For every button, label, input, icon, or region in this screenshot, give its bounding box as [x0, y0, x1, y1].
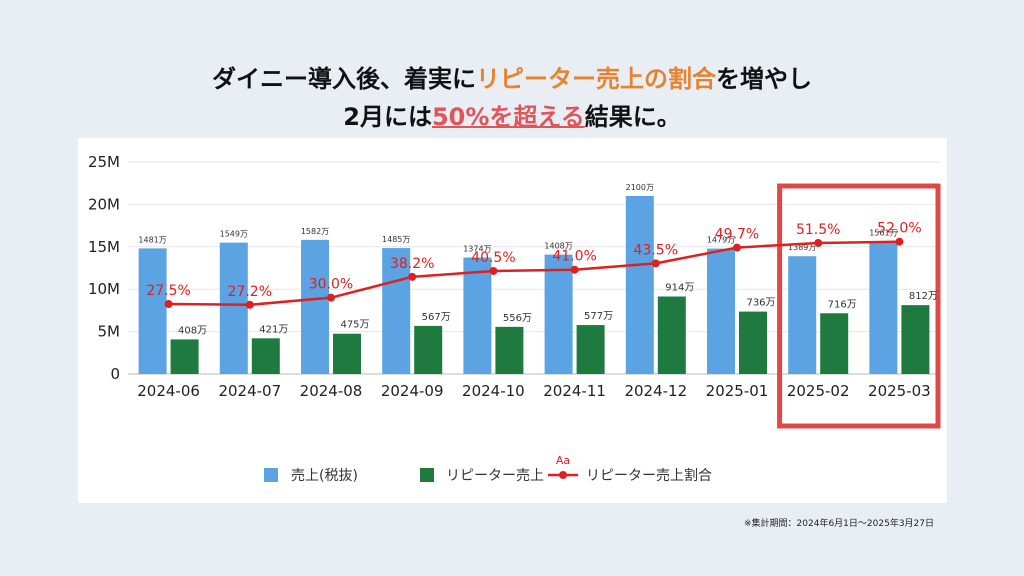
x-tick-label: 2025-02: [787, 382, 850, 400]
x-tick-label: 2024-08: [300, 382, 363, 400]
ratio-point: [570, 265, 579, 274]
x-tick-label: 2024-06: [137, 382, 200, 400]
bar-repeat-sales: [576, 325, 605, 374]
repeat-sales-data-label: 556万: [503, 313, 532, 324]
y-tick-label: 25M: [88, 153, 120, 171]
ratio-point: [814, 238, 823, 247]
bar-sales: [382, 248, 411, 374]
bar-sales: [788, 256, 817, 374]
headline-text: を増やし: [716, 65, 812, 93]
sales-data-label: 1374万: [463, 244, 491, 253]
highlight-box: [777, 183, 941, 429]
x-tick-label: 2024-10: [462, 382, 525, 400]
repeat-sales-data-label: 812万: [909, 291, 938, 302]
headline-highlight: リピーター売上の割合: [476, 65, 716, 93]
bar-sales: [463, 257, 492, 374]
sales-data-label: 1582万: [301, 227, 329, 236]
ratio-data-label: 49.7%: [715, 227, 759, 243]
headline-text: ダイニー導入後、着実に: [212, 65, 476, 93]
y-tick-label: 0: [110, 365, 120, 383]
sales-data-label: 1389万: [788, 243, 816, 252]
bar-repeat-sales: [414, 325, 443, 374]
x-tick-label: 2025-03: [868, 382, 931, 400]
ratio-point: [164, 300, 173, 309]
legend-label-ratio: リピーター売上割合: [586, 467, 712, 484]
bar-sales: [219, 242, 248, 374]
legend-swatch-ratio-point: [559, 471, 567, 479]
ratio-data-label: 38.2%: [390, 256, 434, 272]
sales-data-label: 1561万: [869, 229, 897, 238]
repeat-sales-data-label: 914万: [665, 282, 694, 293]
headline-line-2: 2月には50%を超える結果に。: [0, 98, 1024, 136]
repeat-sales-data-label: 716万: [828, 299, 857, 310]
legend-label-sales: 売上(税抜): [291, 468, 358, 484]
ratio-data-label: 30.0%: [309, 277, 353, 293]
repeat-sales-data-label: 567万: [422, 312, 451, 323]
repeat-sales-data-label: 736万: [746, 298, 775, 309]
ratio-point: [895, 237, 904, 246]
bar-repeat-sales: [739, 311, 767, 374]
bar-sales: [707, 248, 735, 374]
headline-text: 2月には: [343, 103, 432, 131]
legend-label-repeat-sales: リピーター売上: [446, 468, 544, 484]
sales-data-label: 1481万: [138, 235, 166, 244]
headline-text: 結果に。: [584, 103, 681, 131]
sales-data-label: 2100万: [626, 183, 654, 192]
ratio-line: [168, 240, 900, 307]
bar-repeat-sales: [170, 339, 199, 374]
ratio-data-label: 52.0%: [877, 221, 921, 237]
x-tick-label: 2025-01: [706, 382, 769, 400]
ratio-point: [651, 259, 660, 268]
x-tick-label: 2024-11: [543, 382, 606, 400]
ratio-data-label: 27.5%: [146, 283, 190, 299]
legend-swatch-repeat-sales: [420, 468, 434, 482]
bar-sales: [301, 239, 329, 374]
bar-sales: [138, 248, 167, 374]
bar-repeat-sales: [333, 333, 361, 374]
headline-highlight: 50%を超える: [431, 103, 585, 131]
bar-repeat-sales: [901, 305, 930, 374]
repeat-sales-data-label: 577万: [584, 311, 613, 322]
footnote: ※集計期間：2024年6月1日〜2025年3月27日: [744, 519, 934, 529]
sales-data-label: 1408万: [544, 242, 572, 251]
sales-data-label: 1549万: [220, 230, 248, 239]
bar-sales: [625, 195, 654, 374]
legend-badge: Aa: [556, 454, 570, 467]
ratio-point: [408, 272, 417, 281]
y-tick-label: 10M: [88, 280, 120, 298]
y-tick-label: 5M: [98, 323, 121, 341]
repeat-sales-data-label: 421万: [259, 324, 288, 335]
x-tick-label: 2024-09: [381, 382, 444, 400]
ratio-data-label: 40.5%: [471, 250, 515, 266]
y-tick-label: 20M: [88, 195, 120, 213]
headline: ダイニー導入後、着実にリピーター売上の割合を増やし 2月には50%を超える結果に…: [0, 60, 1024, 136]
ratio-point: [733, 243, 741, 252]
sales-data-label: 1479万: [707, 236, 735, 245]
legend-swatch-sales: [264, 468, 278, 482]
repeat-sales-data-label: 408万: [178, 325, 207, 336]
x-tick-label: 2024-07: [218, 382, 281, 400]
ratio-point: [327, 293, 335, 302]
repeat-sales-data-label: 475万: [340, 320, 369, 331]
bar-repeat-sales: [657, 296, 686, 374]
bar-sales: [544, 254, 573, 374]
ratio-data-label: 41.0%: [552, 249, 596, 265]
ratio-data-label: 43.5%: [634, 242, 678, 258]
bar-repeat-sales: [495, 326, 524, 374]
combo-chart: 0 5M 10M 15M 20M 25M 1481万 408万 2024-06 1549万 421万…: [88, 153, 941, 484]
bar-repeat-sales: [251, 338, 280, 374]
ratio-point: [489, 266, 498, 275]
bar-sales: [869, 241, 898, 374]
x-tick-label: 2024-12: [624, 382, 687, 400]
y-tick-label: 15M: [88, 238, 120, 256]
ratio-data-label: 51.5%: [796, 222, 840, 238]
bar-repeat-sales: [820, 313, 849, 374]
headline-line-1: ダイニー導入後、着実にリピーター売上の割合を増やし: [0, 60, 1024, 98]
chart-card: 0 5M 10M 15M 20M 25M 1481万 408万 2024-06 1549万 421万…: [78, 138, 947, 503]
ratio-point: [245, 300, 254, 309]
ratio-data-label: 27.2%: [228, 284, 272, 300]
sales-data-label: 1485万: [382, 235, 410, 244]
